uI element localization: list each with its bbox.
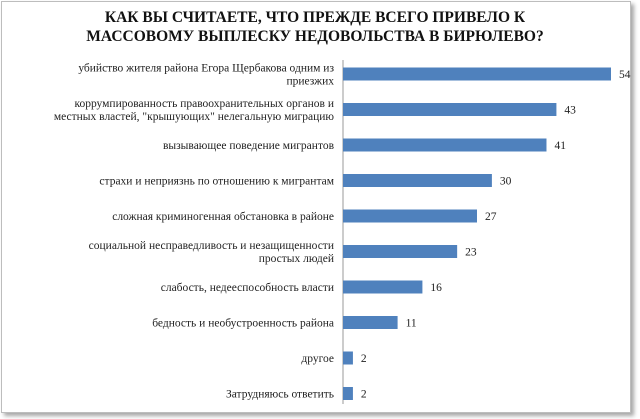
category-label-4: страхи и неприязнь по отношению к мигран… xyxy=(99,176,334,188)
bar-3 xyxy=(343,138,547,152)
category-label-10-line-1: Затрудняюсь ответить xyxy=(226,389,334,401)
bar-1 xyxy=(343,67,611,81)
category-label-1-line-1: убийство жителя района Егора Щербакова о… xyxy=(78,63,334,75)
value-label-4: 30 xyxy=(500,176,512,188)
value-label-2: 43 xyxy=(564,105,576,117)
category-label-8: бедность и необустроенность района xyxy=(152,318,334,330)
value-label-9: 2 xyxy=(361,353,367,365)
bar-5 xyxy=(343,209,477,223)
category-label-3: вызывающее поведение мигрантов xyxy=(163,140,335,152)
bar-9 xyxy=(343,351,353,365)
bar-2 xyxy=(343,103,557,116)
category-label-6-line-2: простых людей xyxy=(259,253,334,265)
category-label-7: слабость, недееспособность власти xyxy=(161,282,334,294)
value-label-1: 54 xyxy=(619,69,631,81)
category-label-2-line-1: коррумпированность правоохранительных ор… xyxy=(74,98,334,110)
category-label-5: сложная криминогенная обстановка в район… xyxy=(112,211,334,223)
bar-10 xyxy=(343,387,353,400)
bar-4 xyxy=(343,174,492,187)
value-label-5: 27 xyxy=(485,211,497,223)
value-label-8: 11 xyxy=(406,318,417,330)
value-label-6: 23 xyxy=(465,247,477,259)
category-label-1: убийство жителя района Егора Щербакова о… xyxy=(78,63,334,88)
value-label-7: 16 xyxy=(430,282,442,294)
category-label-4-line-1: страхи и неприязнь по отношению к мигран… xyxy=(99,176,334,188)
category-label-6-line-1: социальной несправедливость и незащищенн… xyxy=(89,240,334,252)
category-label-7-line-1: слабость, недееспособность власти xyxy=(161,282,334,294)
category-label-8-line-1: бедность и необустроенность района xyxy=(152,318,334,330)
category-label-5-line-1: сложная криминогенная обстановка в район… xyxy=(112,211,334,223)
category-label-10: Затрудняюсь ответить xyxy=(226,389,334,401)
category-label-3-line-1: вызывающее поведение мигрантов xyxy=(163,140,335,152)
value-label-3: 41 xyxy=(554,140,566,152)
category-label-6: социальной несправедливость и незащищенн… xyxy=(89,240,334,265)
bar-7 xyxy=(343,280,423,294)
category-label-9-line-1: другое xyxy=(301,353,334,365)
chart-title-line-1: КАК ВЫ СЧИТАЕТЕ, ЧТО ПРЕЖДЕ ВСЕГО ПРИВЕЛ… xyxy=(104,9,526,26)
bar-8 xyxy=(343,316,398,329)
chart-title-line-2: МАССОВОМУ ВЫПЛЕСКУ НЕДОВОЛЬСТВА В БИРЮЛЕ… xyxy=(86,28,544,45)
chart-title: КАК ВЫ СЧИТАЕТЕ, ЧТО ПРЕЖДЕ ВСЕГО ПРИВЕЛ… xyxy=(0,8,630,46)
category-label-1-line-2: приезжих xyxy=(287,76,335,88)
value-label-10: 2 xyxy=(361,389,367,401)
bar-6 xyxy=(343,245,458,258)
category-label-2: коррумпированность правоохранительных ор… xyxy=(54,98,335,123)
bars-group: 54 убийство жителя района Егора Щербакова… xyxy=(54,63,631,401)
category-label-2-line-2: местных властей, "крышующих" нелегальную… xyxy=(54,111,335,123)
category-label-9: другое xyxy=(301,353,334,365)
